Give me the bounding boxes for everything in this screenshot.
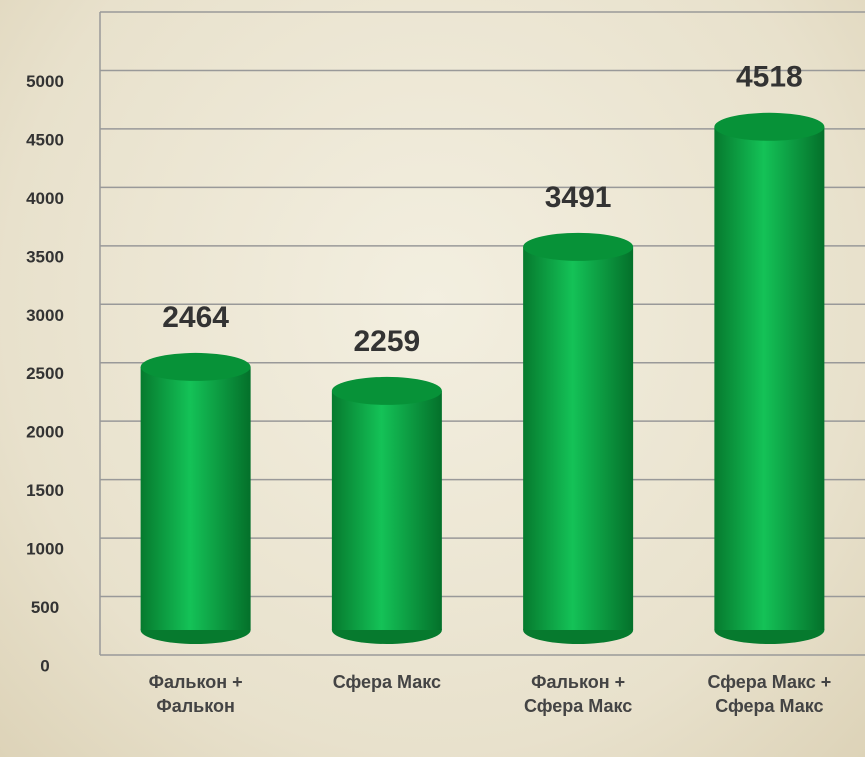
bar [714, 126, 825, 631]
value-label: 3491 [545, 181, 612, 214]
y-tick-label: 3500 [26, 247, 64, 266]
y-tick-label: 1500 [26, 481, 64, 500]
x-tick-label: Фалькон + Сфера Макс [523, 672, 633, 716]
y-tick-label: 3000 [26, 306, 64, 325]
y-tick-label: 4500 [26, 130, 64, 149]
bar [331, 390, 442, 630]
x-tick-label: Фалькон + Фалькон [148, 672, 243, 716]
value-label: 2464 [162, 301, 229, 334]
y-tick-label: 1000 [26, 540, 64, 559]
y-tick-label: 2000 [26, 423, 64, 442]
y-tick-label: 500 [31, 598, 59, 617]
x-tick-label: Сфера Макс [332, 672, 442, 692]
value-label: 2259 [354, 325, 421, 358]
bar [523, 246, 634, 630]
x-tick-label: Сфера Макс + Сфера Макс [707, 672, 832, 716]
y-tick-label: 0 [40, 656, 49, 675]
bar [140, 366, 251, 630]
y-tick-label: 5000 [26, 72, 64, 91]
bar-top [714, 112, 825, 141]
y-tick-label: 2500 [26, 364, 64, 383]
bar-top [523, 232, 634, 261]
bar-top [140, 352, 251, 381]
bar-top [331, 376, 442, 405]
value-label: 4518 [736, 61, 803, 94]
y-tick-label: 4000 [26, 189, 64, 208]
